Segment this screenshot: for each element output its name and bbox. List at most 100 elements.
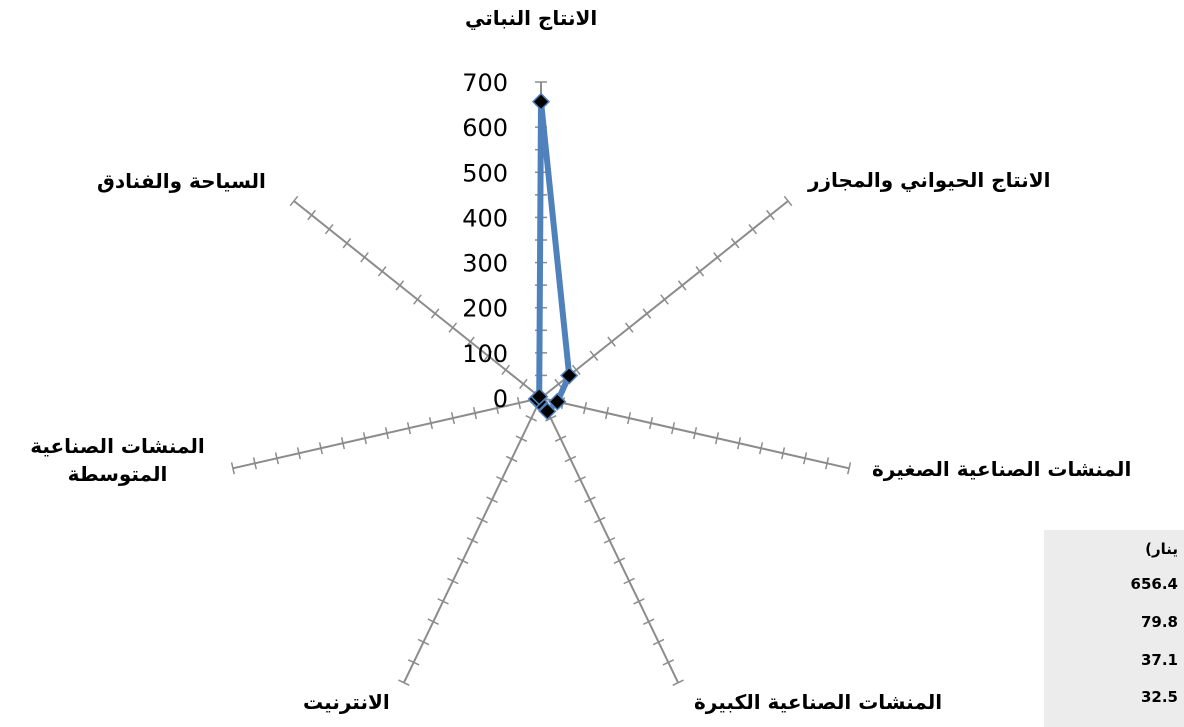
radar-axis-tick (642, 618, 655, 625)
radial-tick-label: 200 (462, 295, 508, 323)
radial-tick-label: 500 (462, 159, 508, 187)
radar-axis-tick (476, 516, 488, 524)
category-label-large-industries: المنشات الصناعية الكبيرة (694, 690, 943, 714)
radial-tick-label: 400 (462, 204, 508, 232)
radar-axis-tick (695, 266, 705, 277)
radar-axis-tick (692, 427, 698, 440)
radar-axis-tick (483, 350, 493, 361)
radar-axis-tick (466, 537, 479, 544)
radar-axis-tick (407, 659, 420, 666)
radar-axis-tick (677, 280, 687, 291)
radar-axis-tick (501, 364, 511, 376)
radar-axis-tick (662, 659, 675, 666)
radar-axis-tick (571, 364, 581, 376)
category-label-internet: الانترنيت (303, 690, 390, 714)
radial-tick-label: 0 (493, 385, 508, 413)
radar-axis-tick (307, 209, 316, 221)
radar-axis-tick (564, 455, 577, 463)
radar-axis-tick (340, 437, 346, 450)
radar-axis-tick (554, 435, 567, 442)
radar-axis-tick (748, 223, 758, 235)
radar-axis-tick (413, 294, 422, 305)
category-label-tourism-hotels: السياحة والفنادق (97, 169, 266, 193)
radar-axis-tick (642, 308, 652, 319)
radar-axis-tick (525, 415, 537, 422)
radar-axis-tick (398, 679, 410, 686)
category-label-small-industries: المنشات الصناعية الصغيرة (872, 457, 1132, 481)
radar-axis-tick (672, 679, 684, 686)
radar-axis-tick (633, 598, 645, 605)
side-data-table: ينار) 656.4 79.8 37.1 32.5 (1044, 530, 1184, 727)
radar-axis-tick (766, 209, 775, 221)
radar-axis-tick (505, 455, 518, 463)
category-label-animal-production: الانتاج الحيواني والمجازر (808, 168, 1051, 192)
radar-axis-tick (783, 195, 793, 207)
radial-tick-label: 600 (462, 114, 508, 142)
radar-axis-tick (427, 618, 440, 625)
radar-axis-tick (472, 407, 478, 420)
radar-axis-tick (324, 223, 334, 235)
radar-axis-tick (377, 266, 387, 277)
radar-series-line (533, 98, 573, 415)
radar-axis-tick (417, 638, 430, 646)
radar-axis-tick (466, 336, 475, 347)
radar-axis-tick (582, 402, 588, 415)
radar-axis-tick (360, 252, 369, 263)
radar-axis-tick (289, 195, 299, 207)
radar-axis-tick (296, 447, 302, 460)
category-label-plant-production: الانتاج النباتي (465, 6, 598, 30)
radar-axis-tick (384, 427, 390, 440)
radar-axis-tick (714, 432, 720, 445)
radar-axis-tick (613, 557, 626, 564)
radar-axis-tick (758, 442, 764, 455)
radar-axis-tick (670, 422, 676, 435)
radar-axis-tick (589, 350, 599, 361)
radar-axis-tick (780, 447, 786, 460)
table-value: 79.8 (1140, 613, 1178, 631)
table-value: 37.1 (1140, 651, 1178, 669)
radar-axis-tick (516, 397, 522, 410)
data-point-marker (548, 392, 567, 411)
radar-axis-tick (604, 407, 610, 420)
radar-axis-tick (574, 476, 586, 483)
radar-axis-tick (496, 476, 508, 483)
radar-axis-tick (624, 322, 634, 333)
radar-axis-tick (626, 412, 632, 425)
radial-tick-labels: 0 100 200 300 400 500 600 700 (462, 69, 508, 413)
radar-axis-tick (660, 294, 669, 305)
radar-axis-tick (448, 322, 458, 333)
category-label-medium-industries: المنشات الصناعية المتوسطة (30, 434, 205, 486)
radar-axis-tick (252, 457, 257, 470)
data-point-marker (560, 366, 579, 385)
radar-axis-tick (730, 238, 740, 249)
radar-axis-tick (342, 238, 352, 249)
radial-tick-label: 100 (462, 340, 508, 368)
table-value: 32.5 (1140, 688, 1178, 706)
radar-axis-tick (515, 435, 528, 442)
radar-axis-tick (519, 378, 528, 390)
radar-axis-tick (430, 308, 440, 319)
radar-axis-tick (318, 442, 324, 455)
radar-axis-tick (274, 452, 280, 465)
radar-axis-tick (713, 252, 722, 263)
radar-axis-tick (395, 280, 405, 291)
radial-tick-label: 700 (462, 69, 508, 97)
radar-markers (527, 92, 579, 421)
radar-axis-tick (736, 437, 742, 450)
radar-axis-tick (230, 462, 235, 475)
radar-axis-tick (584, 496, 596, 503)
radar-axis-tick (456, 557, 469, 564)
radar-axis-tick (594, 516, 606, 524)
radar-axis-tick (362, 432, 368, 445)
radar-axis-tick (450, 412, 456, 425)
radar-axis-tick (603, 537, 616, 544)
radar-axis-tick (486, 496, 498, 503)
radar-axis-tick (447, 577, 459, 585)
radar-series (533, 98, 573, 415)
radar-axis-tick (623, 577, 635, 585)
radar-axis-tick (406, 422, 412, 435)
radar-axis-tick (494, 402, 500, 415)
radar-axis-tick (652, 638, 665, 646)
radar-axis-tick (648, 417, 654, 430)
